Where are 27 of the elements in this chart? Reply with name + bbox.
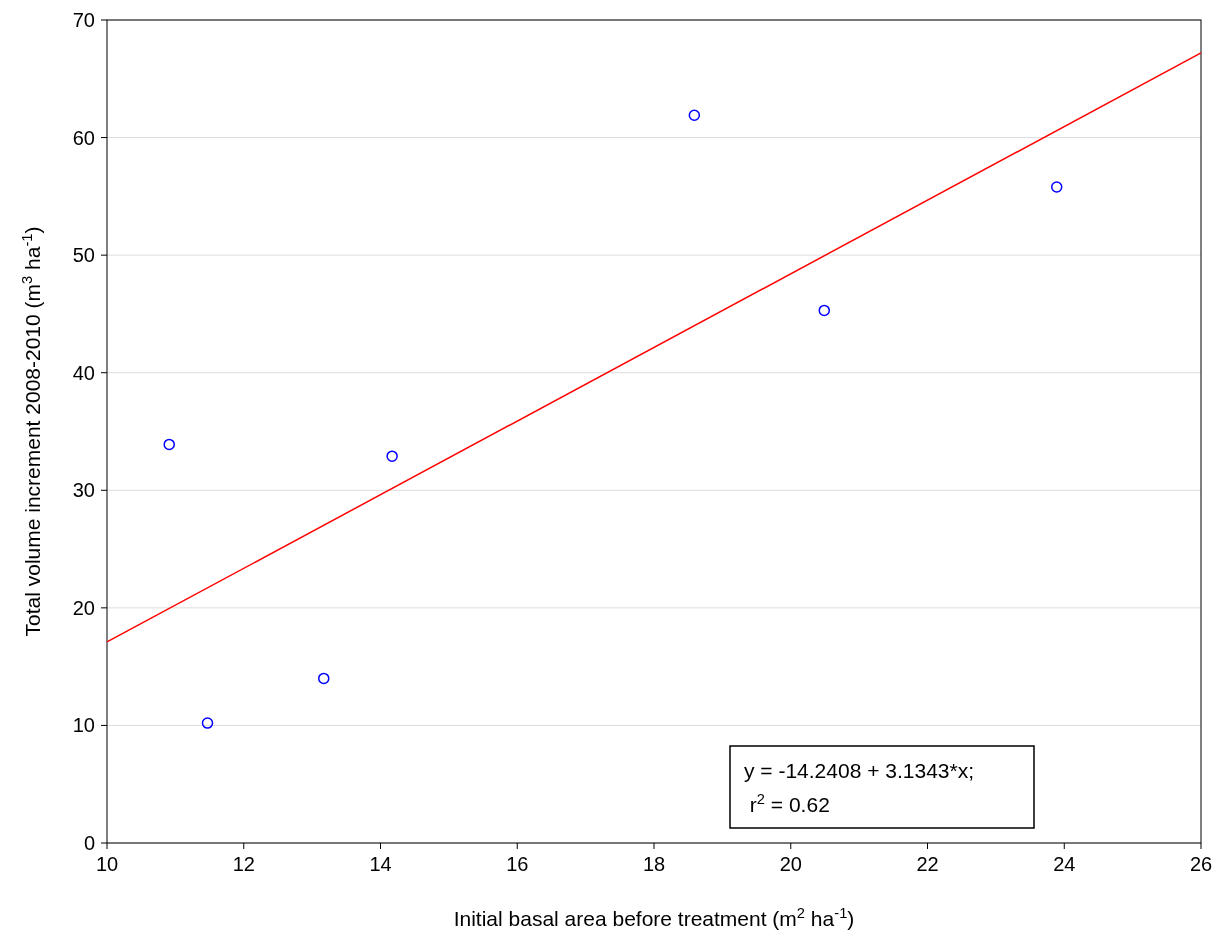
point — [201, 717, 214, 729]
point — [318, 672, 330, 685]
x-tick-label: 22 — [916, 853, 939, 875]
annotation: r$^{2}$ = 0.62 — [744, 791, 830, 816]
x-tick-label: 24 — [1053, 853, 1076, 875]
point — [163, 438, 175, 451]
x-tick-label: 14 — [369, 853, 392, 875]
y-tick-label: 50 — [72, 244, 95, 267]
x-axis-title: Initial basal area before treatment (m$^{2}$ ha$^{-1}$) — [453, 905, 855, 930]
y-tick-label: 20 — [72, 596, 95, 619]
y-tick-label: 40 — [72, 361, 95, 384]
y-tick-label: 30 — [72, 479, 95, 502]
x-tick-label: 12 — [232, 853, 255, 875]
y-tick-label: 0 — [83, 832, 95, 854]
point — [386, 450, 398, 462]
x-tick-label: 16 — [506, 853, 529, 875]
y-tick-label: 10 — [72, 714, 95, 737]
x-tick-label: 20 — [779, 853, 802, 875]
y-tick-label: 70 — [72, 9, 95, 31]
x-tick-label: 18 — [642, 853, 666, 875]
annotation: y = -14.2408 + 3.1343*x; — [744, 759, 975, 782]
point — [688, 109, 701, 121]
point — [818, 304, 830, 317]
x-tick-label: 26 — [1189, 853, 1213, 875]
x-tick-label: 10 — [95, 853, 119, 875]
point — [1050, 181, 1063, 193]
y-tick-label: 60 — [72, 126, 95, 149]
